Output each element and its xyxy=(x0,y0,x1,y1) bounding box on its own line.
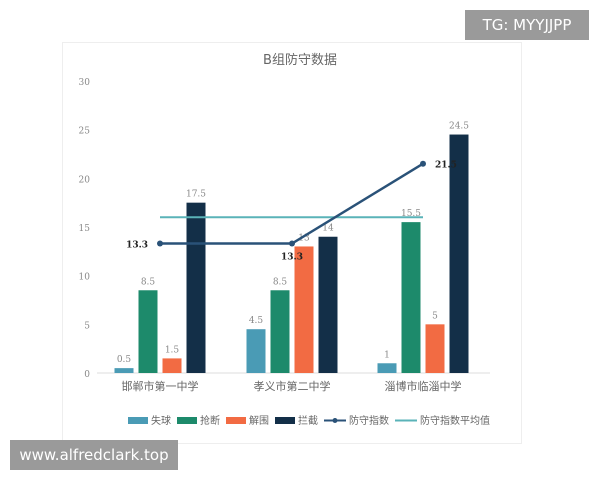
bar-失球 xyxy=(114,368,134,373)
bar-失球 xyxy=(377,363,397,373)
bar-抢断 xyxy=(138,290,158,373)
bar-data-label: 8.5 xyxy=(273,277,288,287)
bar-抢断 xyxy=(401,222,421,373)
line-data-label: 13.3 xyxy=(281,253,303,263)
legend-label: 失球 xyxy=(151,414,171,427)
legend-label: 防守指数 xyxy=(349,414,389,427)
bar-data-label: 1.5 xyxy=(165,345,180,355)
legend-marker xyxy=(332,418,338,423)
bar-拦截 xyxy=(449,134,469,373)
bar-抢断 xyxy=(270,290,290,373)
legend-swatch xyxy=(177,417,197,424)
bar-data-label: 4.5 xyxy=(249,316,264,326)
defense-index-point xyxy=(157,240,163,247)
defense-index-point xyxy=(420,160,426,167)
y-tick-label: 20 xyxy=(79,175,91,185)
legend-swatch xyxy=(226,417,246,424)
x-tick-label: 孝义市第二中学 xyxy=(254,379,331,393)
bar-拦截 xyxy=(318,236,338,373)
bar-data-label: 17.5 xyxy=(186,190,206,200)
bar-data-label: 13 xyxy=(298,233,310,243)
legend-swatch xyxy=(275,417,295,424)
bar-data-label: 8.5 xyxy=(141,277,156,287)
bar-data-label: 0.5 xyxy=(117,355,132,365)
legend-label: 抢断 xyxy=(200,414,220,427)
bar-data-label: 24.5 xyxy=(449,122,469,132)
site-label: www.alfredclark.top xyxy=(10,440,178,470)
bar-拦截 xyxy=(186,202,206,373)
y-tick-label: 30 xyxy=(79,78,91,88)
bar-data-label: 14 xyxy=(322,224,334,234)
legend-label: 解围 xyxy=(249,414,269,427)
chart-title: B组防守数据 xyxy=(263,52,337,68)
bar-解围 xyxy=(294,246,314,373)
bar-data-label: 1 xyxy=(384,350,390,360)
legend-label: 防守指数平均值 xyxy=(420,414,490,427)
bar-data-label: 15.5 xyxy=(401,209,421,219)
legend-swatch xyxy=(128,417,148,424)
y-tick-label: 25 xyxy=(79,127,91,137)
line-data-label: 21.5 xyxy=(435,161,457,171)
bar-失球 xyxy=(246,329,266,373)
bar-解围 xyxy=(162,358,182,373)
legend-label: 拦截 xyxy=(298,414,318,427)
y-tick-label: 15 xyxy=(79,224,91,234)
y-tick-label: 5 xyxy=(84,321,90,331)
x-tick-label: 邯郸市第一中学 xyxy=(122,379,199,393)
bar-data-label: 5 xyxy=(432,311,438,321)
defense-index-point xyxy=(289,240,295,247)
y-tick-label: 10 xyxy=(79,273,91,283)
line-data-label: 13.3 xyxy=(126,241,148,251)
bar-解围 xyxy=(425,324,445,373)
y-tick-label: 0 xyxy=(84,370,90,380)
x-tick-label: 淄博市临淄中学 xyxy=(385,379,462,393)
tg-label: TG: MYYJJPP xyxy=(465,10,589,40)
